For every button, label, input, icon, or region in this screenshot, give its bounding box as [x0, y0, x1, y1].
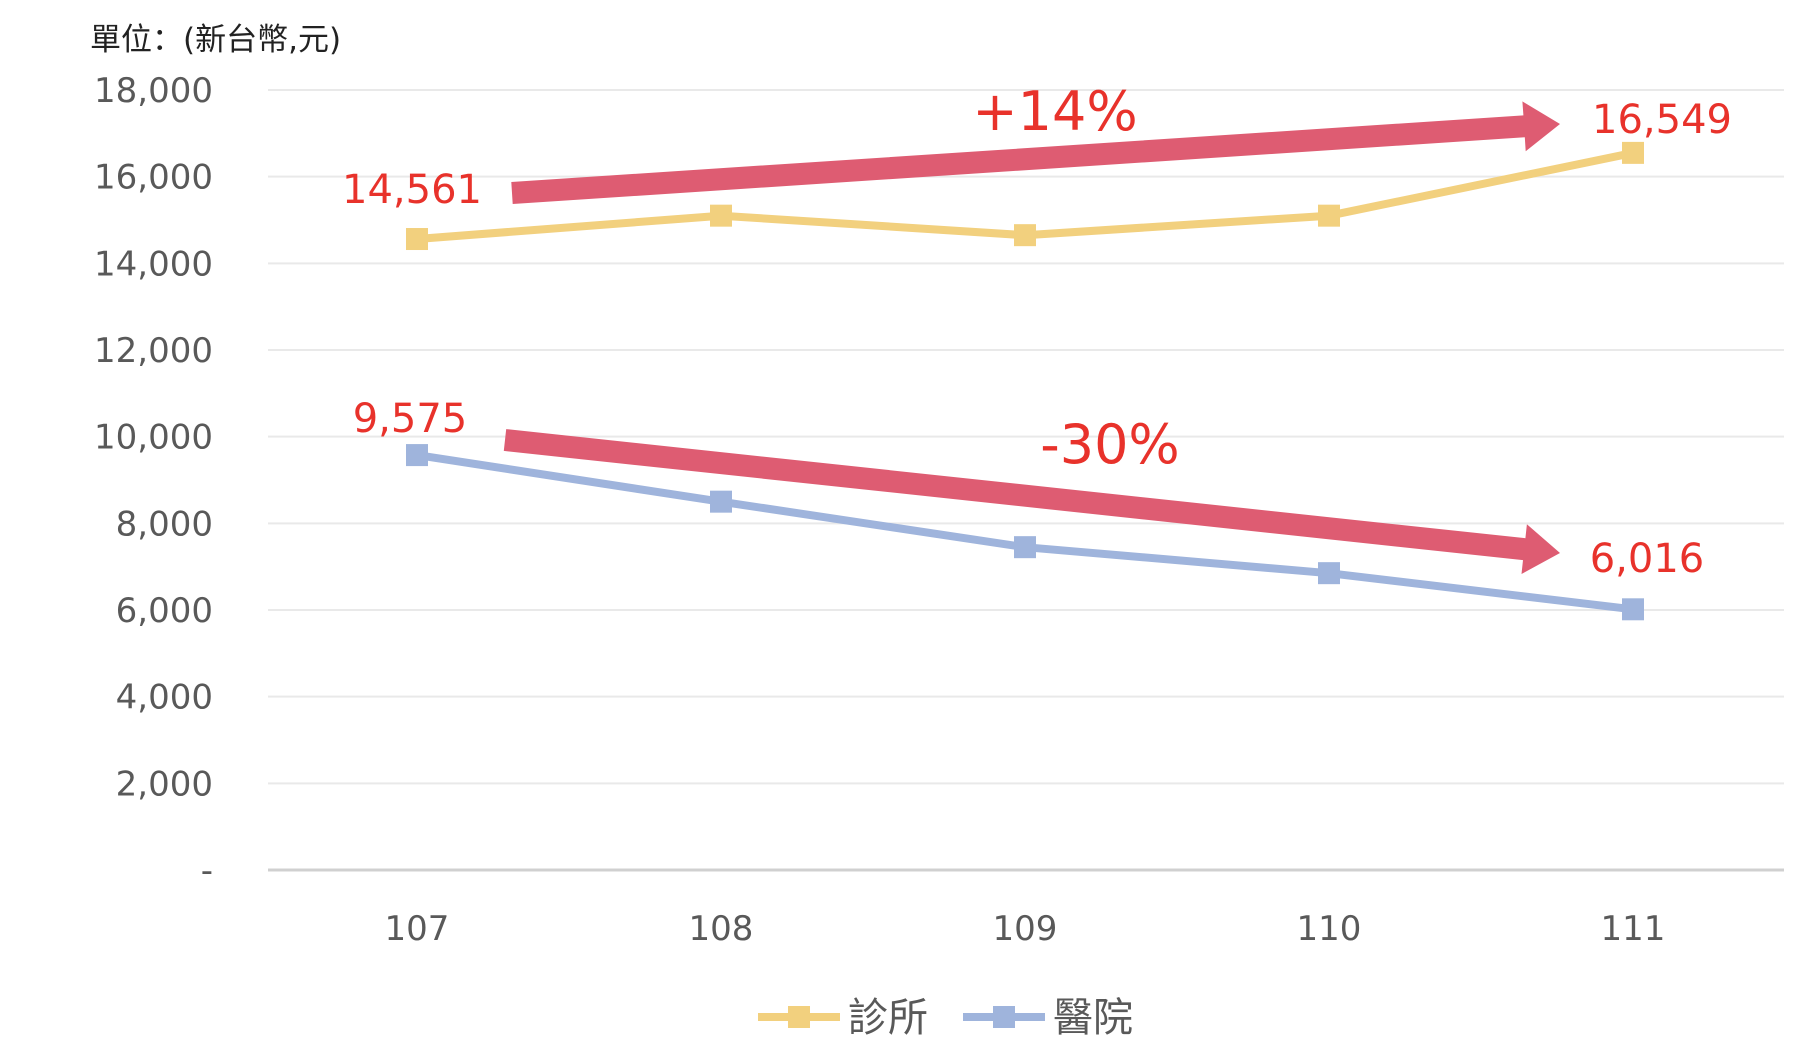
clinic-end-value-label: 16,549	[1592, 97, 1732, 143]
data-point-marker	[406, 444, 428, 467]
x-axis-tick-labels: 107 108 109 110 111	[385, 909, 1666, 949]
y-tick-label: 16,000	[94, 158, 213, 198]
unit-label: 單位：(新台幣,元)	[90, 22, 341, 58]
x-tick-label: 108	[689, 909, 754, 949]
x-tick-label: 111	[1601, 909, 1666, 949]
data-point-marker	[1318, 204, 1340, 227]
gridlines	[268, 89, 1784, 872]
data-point-marker	[710, 490, 732, 513]
data-point-marker	[406, 228, 428, 251]
clinic-trend-arrow	[511, 101, 1560, 204]
y-tick-label: 12,000	[94, 331, 213, 371]
legend-label-2: 醫院	[1053, 995, 1133, 1041]
trend-arrows	[503, 101, 1560, 574]
legend-marker-1	[788, 1006, 810, 1028]
hospital-change-label: -30%	[1040, 413, 1180, 476]
x-tick-label: 110	[1297, 909, 1362, 949]
y-tick-label: 10,000	[94, 418, 213, 458]
legend-label-1: 診所	[848, 995, 928, 1041]
series-lines	[406, 141, 1644, 621]
clinic-start-value-label: 14,561	[342, 167, 482, 213]
hospital-trend-arrow	[503, 429, 1560, 574]
data-point-marker	[1622, 141, 1644, 164]
y-axis-tick-labels: - 2,000 4,000 6,000 8,000 10,000 12,000 14,000 1…	[94, 71, 213, 891]
y-tick-label: 18,000	[94, 71, 213, 111]
y-tick-label: 8,000	[116, 504, 213, 544]
x-tick-label: 109	[993, 909, 1058, 949]
y-tick-label: -	[201, 851, 213, 891]
data-point-marker	[1014, 224, 1036, 247]
legend-marker-2	[993, 1006, 1015, 1028]
x-tick-label: 107	[385, 909, 450, 949]
legend: 診所 醫院	[758, 995, 1133, 1041]
data-point-marker	[710, 204, 732, 227]
clinic-change-label: +14%	[972, 80, 1137, 143]
y-tick-label: 14,000	[94, 244, 213, 284]
y-tick-label: 6,000	[116, 591, 213, 631]
y-tick-label: 4,000	[116, 678, 213, 718]
data-point-marker	[1622, 598, 1644, 621]
hospital-end-value-label: 6,016	[1590, 536, 1705, 582]
data-callouts: 14,561 9,575 16,549 6,016 +14% -30%	[342, 80, 1732, 582]
y-tick-label: 2,000	[116, 764, 213, 804]
hospital-start-value-label: 9,575	[353, 396, 468, 442]
data-point-marker	[1014, 536, 1036, 559]
data-point-marker	[1318, 562, 1340, 585]
